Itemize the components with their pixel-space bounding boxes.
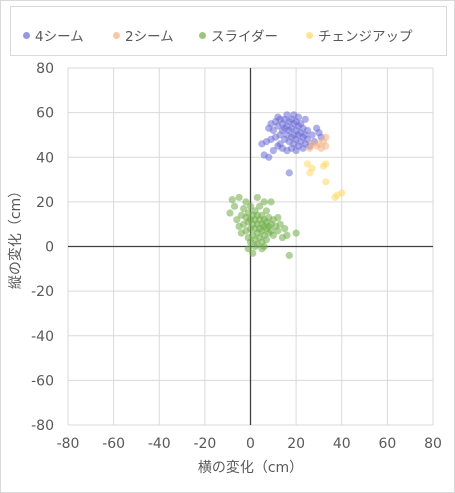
legend-marker-changeup — [306, 31, 313, 39]
data-point — [271, 133, 280, 141]
data-point — [276, 140, 284, 148]
legend-label-4seam: 4シーム — [35, 29, 84, 45]
data-point — [303, 160, 312, 168]
series-2 — [226, 193, 300, 260]
series-1 — [306, 133, 330, 152]
legend-item-changeup: チェンジアップ — [306, 25, 413, 45]
data-point — [262, 207, 271, 215]
data-point — [283, 231, 291, 239]
y-tick-label: 20 — [36, 195, 54, 211]
y-tick-label: -60 — [31, 373, 54, 389]
legend-label-slider: スライダー — [211, 29, 278, 45]
x-tick-label: 20 — [287, 436, 305, 452]
x-tick-label: 60 — [378, 436, 396, 452]
data-point — [308, 131, 316, 139]
legend-item-4seam: 4シーム — [23, 25, 84, 45]
data-point — [258, 245, 266, 253]
legend-item-2seam: 2シーム — [113, 25, 174, 45]
data-point — [251, 242, 259, 251]
data-point — [230, 202, 239, 210]
data-point — [313, 142, 321, 150]
data-point — [260, 198, 268, 206]
data-point — [242, 198, 250, 206]
data-point — [303, 135, 312, 143]
data-point — [260, 151, 268, 159]
y-tick-label: -20 — [31, 284, 54, 300]
data-point — [308, 164, 316, 173]
legend-marker-slider — [199, 31, 206, 39]
data-point — [240, 204, 248, 213]
data-point — [322, 160, 330, 168]
data-point — [283, 111, 291, 119]
x-tick-label: 0 — [246, 436, 255, 452]
data-point — [235, 193, 243, 202]
x-tick-label: 40 — [333, 436, 351, 452]
data-point — [233, 216, 241, 224]
data-point — [269, 126, 277, 135]
data-point — [253, 193, 261, 202]
x-tick-label: -80 — [57, 436, 80, 452]
x-axis-label: 横の変化（cm） — [198, 459, 303, 476]
x-tick-label: -20 — [193, 436, 216, 452]
data-point — [322, 178, 330, 186]
data-point — [244, 245, 252, 253]
data-point — [301, 115, 309, 123]
y-tick-label: 0 — [45, 240, 54, 256]
data-point — [338, 189, 346, 197]
x-tick-label: 80 — [424, 436, 442, 452]
data-point — [274, 227, 282, 235]
legend-label-2seam: 2シーム — [125, 29, 174, 45]
y-tick-label: 80 — [36, 61, 54, 77]
data-point — [285, 251, 293, 260]
legend-label-changeup: チェンジアップ — [318, 29, 413, 45]
series-0 — [258, 111, 325, 177]
data-point — [303, 126, 312, 135]
data-point — [249, 249, 257, 257]
legend-item-slider: スライダー — [199, 25, 278, 45]
data-point — [292, 229, 300, 237]
y-tick-label: -40 — [31, 329, 54, 345]
data-point — [274, 213, 282, 222]
data-point — [262, 236, 271, 244]
x-tick-label: -60 — [102, 436, 125, 452]
data-point — [269, 146, 277, 155]
data-point — [322, 133, 330, 141]
data-point — [276, 220, 284, 228]
y-tick-label: 60 — [36, 106, 54, 122]
data-point — [267, 198, 275, 206]
data-point — [281, 225, 289, 233]
x-tick-label: -40 — [148, 436, 171, 452]
data-points — [226, 111, 346, 260]
data-point — [256, 202, 264, 210]
y-axis-label: 縦の変化（cm） — [7, 184, 24, 289]
series-3 — [303, 160, 346, 202]
data-point — [228, 196, 236, 204]
legend-marker-4seam — [23, 31, 30, 39]
legend: 4シーム 2シーム スライダー チェンジアップ — [10, 6, 447, 56]
legend-marker-2seam — [113, 31, 120, 39]
data-point — [283, 146, 291, 155]
data-point — [294, 113, 303, 121]
data-point — [226, 209, 234, 217]
data-point — [322, 142, 330, 150]
data-point — [246, 202, 255, 210]
tick-labels: -80 -60 -40 -20 0 20 40 60 80 80 60 40 20 0 -20 -40 -60 -… — [31, 61, 442, 452]
data-point — [285, 169, 293, 177]
data-point — [269, 231, 277, 239]
y-tick-label: 40 — [36, 150, 54, 166]
y-tick-label: -80 — [31, 418, 54, 434]
